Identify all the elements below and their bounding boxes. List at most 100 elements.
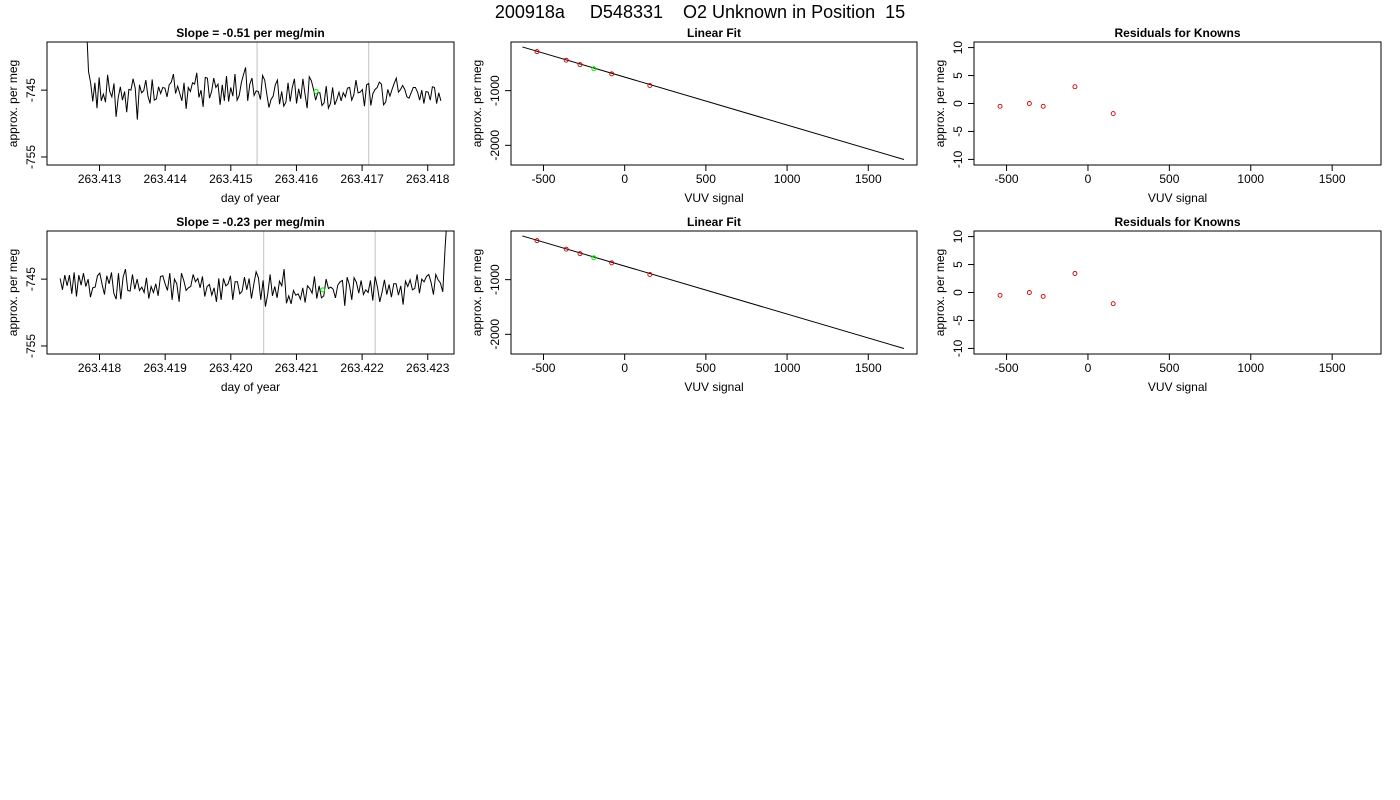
plot-area	[997, 271, 1116, 307]
known-point	[1026, 290, 1032, 295]
y-tick-label: 5	[951, 261, 965, 268]
x-tick-label: -500	[995, 172, 1019, 186]
y-axis-label: approx. per meg	[470, 60, 484, 147]
known-point	[1040, 293, 1046, 299]
x-axis-label: day of year	[221, 191, 280, 205]
known-point	[1110, 111, 1116, 117]
plot-frame	[510, 41, 918, 166]
x-tick-label: 263.420	[209, 361, 253, 375]
known-point	[1026, 101, 1032, 106]
y-tick-label: -755	[24, 334, 38, 358]
x-tick-label: 500	[1159, 361, 1179, 375]
panel-title: Slope = -0.51 per meg/min	[176, 26, 324, 40]
x-tick-label: 1000	[774, 361, 801, 375]
known-point	[609, 260, 615, 266]
known-point	[1110, 301, 1116, 307]
y-tick-label: -755	[24, 145, 38, 169]
known-point	[1072, 84, 1078, 90]
y-tick-label: -10	[951, 150, 965, 168]
known-point	[647, 272, 653, 277]
figure-title: 200918a D548331 O2 Unknown in Position 1…	[0, 0, 1400, 24]
x-tick-label: 263.414	[143, 172, 187, 186]
x-axis-label: day of year	[221, 380, 280, 394]
x-tick-label: 0	[1085, 172, 1092, 186]
x-tick-label: 263.416	[275, 172, 319, 186]
x-tick-label: -500	[995, 361, 1019, 375]
run-id: 200918a	[494, 1, 565, 22]
panel-title: Linear Fit	[687, 215, 741, 229]
panel-resid-2: Residuals for Knowns -500 0 500 1000 1500 VUV …	[933, 215, 1382, 394]
x-tick-label: 263.418	[78, 361, 122, 375]
y-tick-label: 0	[951, 100, 965, 107]
plot-area	[997, 84, 1116, 117]
x-tick-label: 263.421	[275, 361, 319, 375]
panel-title: Slope = -0.23 per meg/min	[176, 215, 324, 229]
y-tick-label: -1000	[488, 75, 502, 106]
known-point	[534, 49, 540, 55]
plot-frame	[46, 41, 455, 166]
plot-frame	[510, 230, 918, 355]
known-point	[577, 251, 583, 257]
x-tick-label: 1500	[1319, 172, 1346, 186]
fit-line	[522, 46, 905, 161]
plot-frame	[973, 230, 1382, 355]
x-tick-label: 1500	[1319, 361, 1346, 375]
x-tick-label: 1000	[774, 172, 801, 186]
x-axis-label: VUV signal	[684, 191, 743, 205]
y-tick-label: -745	[24, 267, 38, 291]
y-tick-label: -1000	[488, 264, 502, 295]
y-tick-label: 0	[951, 289, 965, 296]
y-tick-label: -2000	[488, 130, 502, 161]
trace-line	[86, 42, 442, 120]
panel-fit-1: Linear Fit -500 0 500 1000 1500 VUV signal -100…	[470, 26, 918, 205]
y-tick-label: -2000	[488, 319, 502, 350]
x-tick-label: -500	[531, 172, 555, 186]
y-tick-label: 10	[951, 41, 965, 55]
y-tick-label: -5	[951, 126, 965, 137]
plot-area	[59, 231, 447, 354]
y-tick-label: 10	[951, 230, 965, 244]
x-tick-label: 500	[696, 361, 716, 375]
panel-title: Residuals for Knowns	[1114, 26, 1240, 40]
known-point	[577, 62, 583, 68]
known-point	[1072, 271, 1078, 276]
sample-id: D548331	[589, 1, 663, 22]
panel-trace-2: Slope = -0.23 per meg/min 263.418 263.419 2…	[6, 215, 455, 394]
y-tick-label: -745	[24, 78, 38, 102]
known-point	[534, 238, 540, 244]
sample-description: O2 Unknown in Position 15	[683, 1, 906, 22]
y-tick-label: -10	[951, 339, 965, 357]
trace-line	[59, 231, 447, 307]
x-tick-label: 500	[696, 172, 716, 186]
known-point	[563, 57, 569, 63]
x-tick-label: 263.419	[143, 361, 187, 375]
plot-area	[86, 42, 442, 165]
x-tick-label: 263.418	[406, 172, 450, 186]
panel-title: Linear Fit	[687, 26, 741, 40]
x-tick-label: 500	[1159, 172, 1179, 186]
y-axis-label: approx. per meg	[933, 60, 947, 147]
x-tick-label: 1000	[1237, 361, 1264, 375]
panel-fit-2: Linear Fit -500 0 500 1000 1500 VUV signal -100…	[470, 215, 918, 394]
x-tick-label: 263.422	[340, 361, 384, 375]
plot-area	[522, 235, 905, 350]
plot-frame	[46, 230, 455, 355]
panel-title: Residuals for Knowns	[1114, 215, 1240, 229]
known-point	[997, 103, 1003, 109]
x-tick-label: 0	[621, 361, 628, 375]
x-tick-label: 263.415	[209, 172, 253, 186]
known-point	[647, 83, 653, 88]
y-axis-label: approx. per meg	[470, 249, 484, 336]
x-axis-label: VUV signal	[1148, 380, 1207, 394]
y-tick-label: -5	[951, 315, 965, 326]
x-tick-label: 263.413	[78, 172, 122, 186]
y-axis-label: approx. per meg	[6, 60, 20, 147]
unknown-point	[591, 66, 597, 72]
x-tick-label: 263.423	[406, 361, 450, 375]
known-point	[609, 71, 615, 77]
x-tick-label: -500	[531, 361, 555, 375]
known-point	[563, 246, 569, 252]
unknown-point	[591, 255, 597, 261]
x-tick-label: 1500	[855, 361, 882, 375]
